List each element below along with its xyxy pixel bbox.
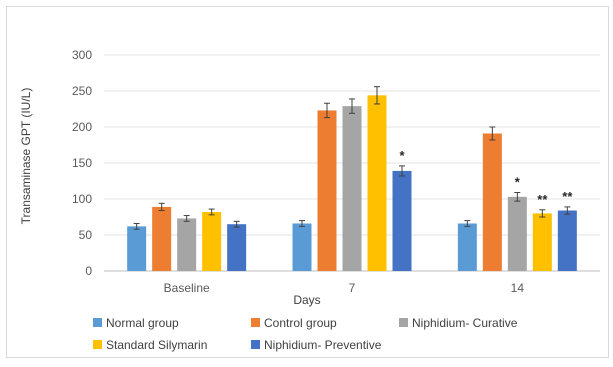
bar (367, 95, 387, 271)
bar (392, 170, 412, 271)
bar (292, 223, 312, 271)
bar (177, 218, 197, 271)
y-tick-label: 100 (72, 192, 92, 206)
legend-label: Standard Silymarin (106, 338, 207, 352)
legend-swatch (251, 318, 260, 327)
bar (532, 213, 552, 271)
bar (557, 210, 577, 271)
chart-frame (6, 6, 609, 358)
bar (457, 223, 477, 271)
bar (317, 110, 337, 271)
bars: **** ** (127, 86, 577, 272)
y-tick-label: 0 (85, 264, 92, 278)
x-tick-label: 7 (349, 281, 356, 295)
legend-swatch (93, 340, 102, 349)
legend: Normal group Control group Niphidium- Cura… (93, 316, 518, 352)
bar (482, 133, 502, 271)
significance-marker: ** (562, 189, 573, 204)
legend-swatch (251, 340, 260, 349)
bar (202, 211, 222, 271)
legend-label: Niphidium- Curative (412, 316, 518, 330)
bar (227, 224, 247, 271)
x-tick-label: 14 (511, 281, 525, 295)
significance-marker: ** (537, 192, 548, 207)
significance-marker: * (515, 175, 521, 190)
y-axis-label: Transaminase GPT (IU/L) (19, 88, 33, 225)
y-tick-label: 150 (72, 156, 92, 170)
y-tick-label: 50 (79, 228, 93, 242)
legend-label: Normal group (106, 316, 179, 330)
bar (127, 226, 147, 271)
bar (152, 206, 172, 271)
x-axis-ticks: Baseline 7 14 (164, 281, 525, 295)
y-tick-label: 200 (72, 120, 92, 134)
significance-marker: * (399, 148, 405, 163)
bar (507, 196, 527, 271)
x-tick-label: Baseline (164, 281, 210, 295)
y-tick-label: 250 (72, 84, 92, 98)
bar (342, 106, 362, 272)
x-axis-label: Days (293, 293, 320, 307)
y-tick-label: 300 (72, 48, 92, 62)
legend-swatch (93, 318, 102, 327)
legend-swatch (399, 318, 408, 327)
y-axis-ticks: 0 50 100 150 200 250 300 (72, 48, 92, 278)
legend-label: Niphidium- Preventive (264, 338, 382, 352)
legend-label: Control group (264, 316, 337, 330)
